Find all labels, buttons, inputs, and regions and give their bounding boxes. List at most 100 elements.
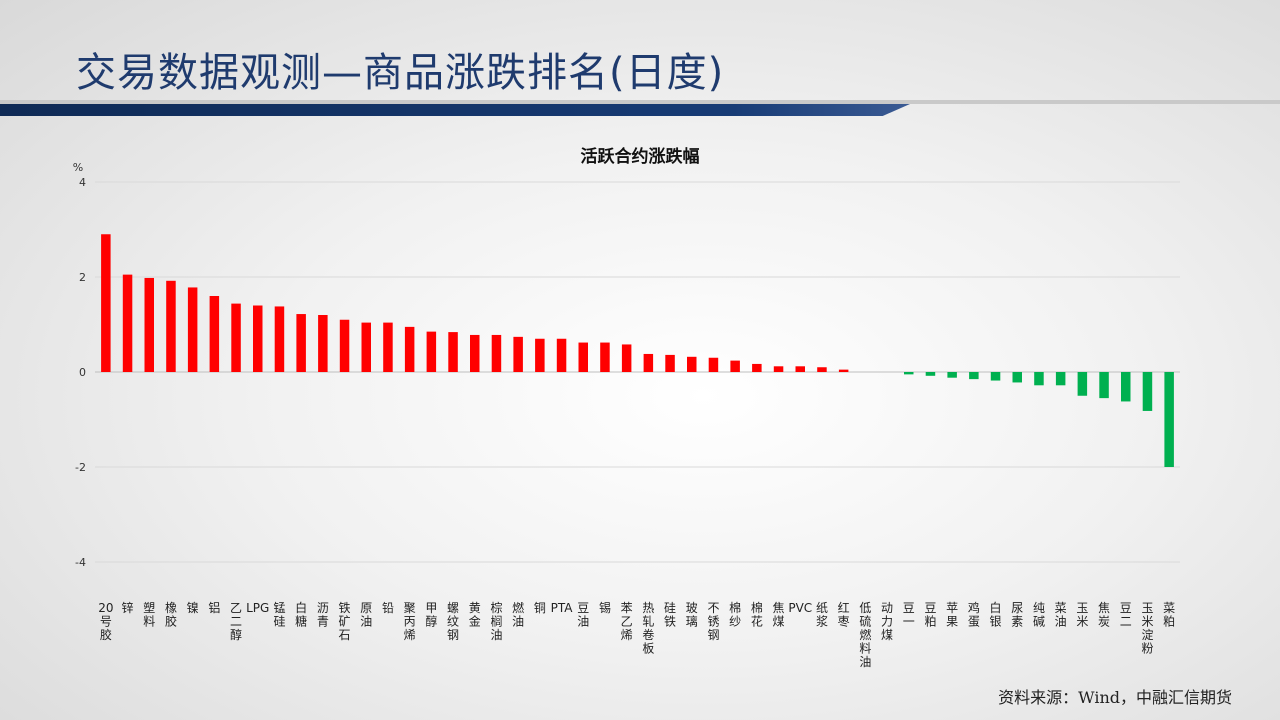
bar [187, 287, 198, 372]
bar [361, 322, 371, 372]
bar [990, 372, 1001, 381]
x-tick-label: 豆一 [903, 601, 915, 629]
x-tick-label: 豆油 [577, 601, 589, 629]
x-tick-label: 沥青 [317, 601, 329, 629]
bar [426, 331, 437, 372]
bar [665, 354, 675, 372]
header-divider-light [0, 100, 1280, 104]
x-tick-label: 铜 [534, 600, 546, 615]
chart-title: 活跃合约涨跌幅 [580, 147, 700, 167]
bar [1034, 372, 1044, 386]
x-tick-label: 铅 [382, 601, 394, 615]
bar [253, 305, 263, 372]
bar [1012, 372, 1022, 383]
x-tick-label: 玉米 [1076, 601, 1088, 629]
y-tick-label: 2 [79, 271, 86, 284]
x-tick-label: 玉米淀粉 [1141, 601, 1153, 656]
x-tick-label: 甲醇 [425, 601, 437, 629]
bar [122, 274, 133, 372]
bar [600, 342, 610, 372]
x-tick-label: 热轧卷板 [642, 601, 654, 656]
source-note: 资料来源：Wind，中融汇信期货 [998, 688, 1232, 707]
bar [578, 342, 588, 372]
bar [817, 367, 827, 372]
bar [101, 234, 111, 372]
bar [404, 326, 415, 372]
x-tick-label: 棕榈油 [490, 600, 502, 642]
bar [1164, 372, 1174, 467]
bar [383, 322, 393, 372]
x-tick-label: 菜粕 [1163, 601, 1175, 629]
y-tick-label: 0 [79, 366, 86, 379]
x-tick-label: 鸡蛋 [968, 600, 980, 629]
bar [904, 372, 914, 375]
y-tick-label: -2 [75, 461, 86, 474]
bar [513, 336, 523, 372]
header-divider-bar [0, 104, 910, 116]
x-tick-label: 尿素 [1011, 601, 1023, 629]
bar [947, 372, 957, 378]
x-tick-label: 低硫燃料油 [859, 601, 871, 669]
bar [925, 372, 936, 376]
x-tick-label: 白银 [990, 600, 1002, 629]
x-tick-label: 玻璃 [686, 601, 698, 629]
x-tick-label: 聚丙烯 [404, 601, 416, 642]
bar [556, 338, 567, 372]
bar [166, 280, 176, 372]
x-tick-label: 苹果 [946, 601, 958, 629]
bar [318, 315, 328, 372]
x-tick-label: 20 号胶 [98, 601, 113, 642]
x-tick-label: 棉纱 [729, 601, 741, 629]
bar [470, 334, 480, 372]
x-tick-label: 塑料 [143, 600, 155, 629]
x-tick-label: 锌 [122, 601, 134, 615]
x-tick-label: 苯乙烯 [621, 601, 633, 642]
bar [643, 353, 654, 372]
y-tick-label: -4 [75, 556, 86, 569]
x-tick-label: 菜油 [1055, 601, 1067, 629]
x-tick-label: 豆二 [1120, 601, 1132, 629]
x-tick-label: 焦煤 [773, 601, 785, 629]
x-tick-label: 焦炭 [1098, 601, 1110, 629]
x-tick-label: 螺纹钢 [447, 601, 459, 642]
x-tick-label: 动力煤 [881, 601, 893, 642]
bar [296, 314, 306, 372]
bar [1142, 372, 1153, 411]
bar [339, 319, 350, 372]
bar [687, 356, 697, 372]
x-tick-label: 锡 [599, 600, 611, 615]
x-tick-label: 镍 [187, 601, 199, 615]
bar [274, 306, 285, 372]
x-tick-label: 纸浆 [816, 601, 828, 629]
bar [535, 338, 545, 372]
bar [621, 344, 632, 372]
x-tick-label: 原油 [360, 601, 372, 629]
x-tick-label: 乙二醇 [230, 601, 242, 642]
x-tick-label: LPG [246, 601, 269, 615]
bar [209, 296, 220, 372]
y-axis-label: % [73, 161, 83, 174]
bar [1077, 372, 1088, 396]
bar [448, 332, 458, 372]
bar [491, 334, 502, 372]
x-tick-label: 红枣 [838, 600, 850, 629]
bar [708, 357, 719, 372]
x-tick-label: PVC [788, 601, 812, 615]
x-tick-label: 白糖 [295, 600, 307, 629]
bar [1099, 372, 1109, 399]
bar [1055, 372, 1066, 386]
x-tick-label: 棉花 [751, 601, 763, 629]
bar [730, 360, 740, 372]
x-tick-label: 不锈钢 [707, 601, 719, 642]
bar [795, 366, 805, 372]
bar [969, 372, 979, 380]
x-tick-label: PTA [551, 601, 574, 615]
bar [1121, 372, 1131, 402]
bar [231, 303, 241, 372]
bar [773, 366, 784, 372]
x-tick-label: 纯碱 [1033, 601, 1045, 629]
x-tick-label: 铁矿石 [339, 601, 351, 642]
x-tick-label: 黄金 [469, 601, 481, 629]
page-title: 交易数据观测—商品涨跌排名(日度) [76, 50, 725, 96]
x-tick-label: 燃油 [512, 600, 524, 629]
